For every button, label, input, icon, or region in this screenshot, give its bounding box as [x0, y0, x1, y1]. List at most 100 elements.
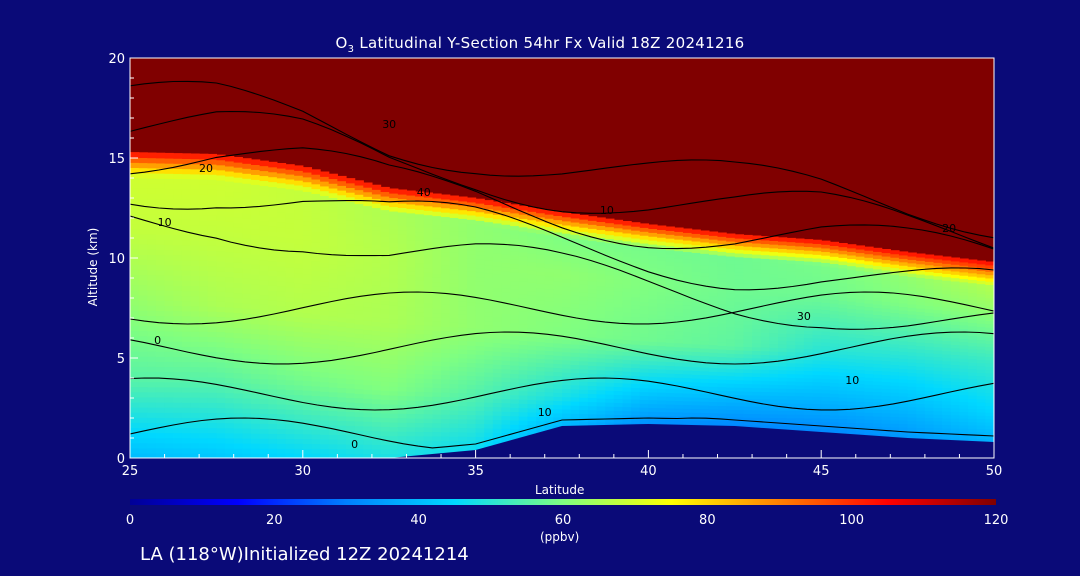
ozone-cell [328, 363, 338, 369]
ozone-cell [466, 223, 477, 229]
ozone-cell [682, 320, 693, 325]
ozone-cell [510, 403, 520, 408]
ozone-cell [838, 257, 848, 262]
ozone-cell [717, 277, 727, 282]
ozone-cell [570, 384, 580, 390]
ozone-cell [354, 198, 364, 205]
ozone-cell [760, 280, 770, 285]
ozone-cell [458, 279, 468, 285]
ozone-cell [294, 370, 304, 376]
ozone-cell [717, 236, 727, 241]
ozone-cell [829, 421, 840, 427]
ozone-cell [130, 361, 140, 367]
ozone-cell [639, 250, 649, 256]
ozone-cell [181, 295, 192, 302]
ozone-cell [821, 421, 831, 426]
ozone-cell [778, 340, 788, 345]
ozone-cell [769, 280, 779, 286]
ozone-cell [285, 311, 295, 317]
ozone-cell [821, 302, 831, 307]
ozone-cell [259, 229, 269, 236]
ozone-cell [501, 368, 511, 374]
ozone-cell [415, 227, 425, 233]
ozone-cell [466, 219, 477, 225]
ozone-cell [466, 245, 477, 251]
ozone-cell [155, 412, 166, 418]
ozone-cell [415, 346, 425, 352]
ozone-cell [311, 424, 321, 430]
ozone-cell [276, 187, 287, 194]
ozone-cell [717, 255, 727, 260]
ozone-cell [233, 212, 243, 218]
ozone-cell [691, 347, 701, 352]
ozone-cell [648, 419, 658, 424]
ozone-cell [674, 258, 684, 263]
ozone-cell [164, 239, 174, 246]
ozone-cell [466, 345, 477, 351]
ozone-cell [216, 230, 226, 237]
ozone-cell [285, 355, 295, 361]
ozone-cell [268, 250, 278, 257]
ozone-cell [233, 277, 243, 284]
ozone-cell [691, 320, 701, 326]
ozone-cell [466, 288, 477, 294]
ozone-cell [354, 231, 364, 237]
ozone-cell [622, 343, 632, 348]
ozone-cell [147, 396, 157, 403]
ozone-cell [838, 354, 848, 359]
ozone-cell [803, 268, 814, 273]
ozone-cell [605, 386, 615, 391]
ozone-cell [233, 162, 243, 168]
ozone-cell [147, 183, 157, 189]
ozone-cell [320, 305, 330, 311]
ozone-cell [734, 245, 745, 250]
ozone-cell [665, 384, 675, 390]
ozone-cell [631, 289, 641, 294]
ozone-cell [596, 361, 606, 367]
ozone-cell [665, 249, 675, 255]
ozone-cell [328, 424, 338, 431]
ozone-cell [207, 250, 217, 256]
ozone-cell [389, 354, 399, 360]
ozone-cell [458, 218, 468, 224]
ozone-cell [544, 354, 554, 360]
ozone-cell [518, 386, 529, 392]
ozone-cell [803, 344, 814, 350]
ozone-cell [397, 202, 408, 208]
ozone-cell [570, 217, 580, 223]
ozone-cell [432, 431, 442, 437]
ozone-cell [691, 248, 701, 253]
ozone-cell [380, 435, 390, 441]
ozone-cell [458, 296, 468, 302]
ozone-cell [458, 340, 468, 346]
ozone-cell [587, 296, 598, 302]
ozone-cell [371, 202, 382, 209]
ozone-cell [726, 368, 736, 373]
ozone-cell [233, 307, 243, 314]
ozone-cell [803, 246, 814, 251]
ozone-cell [371, 389, 382, 395]
ozone-cell [726, 289, 736, 294]
ozone-cell [181, 381, 192, 388]
ozone-cell [674, 227, 684, 232]
ozone-cell [225, 306, 235, 313]
ozone-cell [406, 208, 416, 214]
ozone-cell [743, 312, 753, 318]
ozone-cell [190, 381, 200, 388]
ozone-cell [622, 406, 632, 412]
ozone-cell [328, 415, 338, 421]
ozone-cell [285, 433, 295, 440]
ozone-cell [700, 325, 710, 330]
ozone-cell [432, 294, 442, 300]
ozone-cell [397, 283, 408, 289]
ozone-cell [328, 254, 338, 260]
ozone-cell [397, 314, 408, 320]
ozone-cell [164, 407, 174, 413]
ozone-cell [622, 418, 632, 424]
ozone-cell [216, 447, 226, 454]
ozone-cell [605, 238, 615, 244]
ozone-cell [752, 294, 762, 300]
ozone-cell [294, 184, 304, 191]
ozone-cell [501, 304, 511, 310]
ozone-cell [259, 254, 269, 261]
